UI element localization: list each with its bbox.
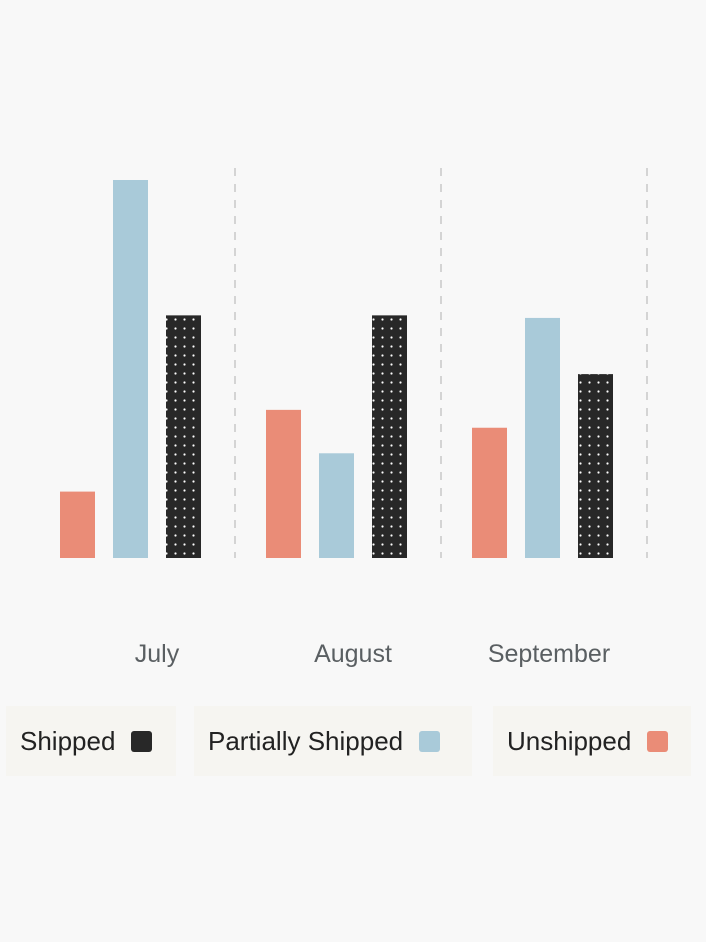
x-tick-label: September — [487, 640, 611, 668]
bar-unshipped-july — [60, 491, 95, 558]
legend-swatch-partially-shipped — [419, 730, 441, 752]
bar-chart — [0, 168, 706, 598]
legend-swatch-shipped — [131, 730, 153, 752]
legend-label: Shipped — [20, 725, 116, 756]
bar-shipped-september — [578, 374, 613, 558]
bar-shipped-august — [372, 315, 407, 558]
bar-shipped-july — [166, 315, 201, 558]
bar-unshipped-august — [266, 409, 301, 558]
bar-partially-shipped-september — [525, 317, 560, 558]
legend: Shipped Partially Shipped Unshipped — [0, 706, 706, 776]
bars — [60, 180, 613, 558]
bar-partially-shipped-august — [319, 453, 354, 558]
legend-label: Partially Shipped — [208, 725, 404, 756]
legend-item-partially-shipped: Partially Shipped — [194, 706, 472, 776]
legend-item-shipped: Shipped — [6, 706, 176, 776]
x-tick-label: July — [134, 640, 180, 668]
legend-label: Unshipped — [507, 725, 632, 756]
gridlines — [234, 168, 648, 558]
legend-swatch-unshipped — [647, 730, 669, 752]
bar-unshipped-september — [472, 427, 507, 558]
x-tick-label: August — [314, 640, 392, 668]
bar-partially-shipped-july — [113, 180, 148, 558]
legend-item-unshipped: Unshipped — [493, 706, 691, 776]
